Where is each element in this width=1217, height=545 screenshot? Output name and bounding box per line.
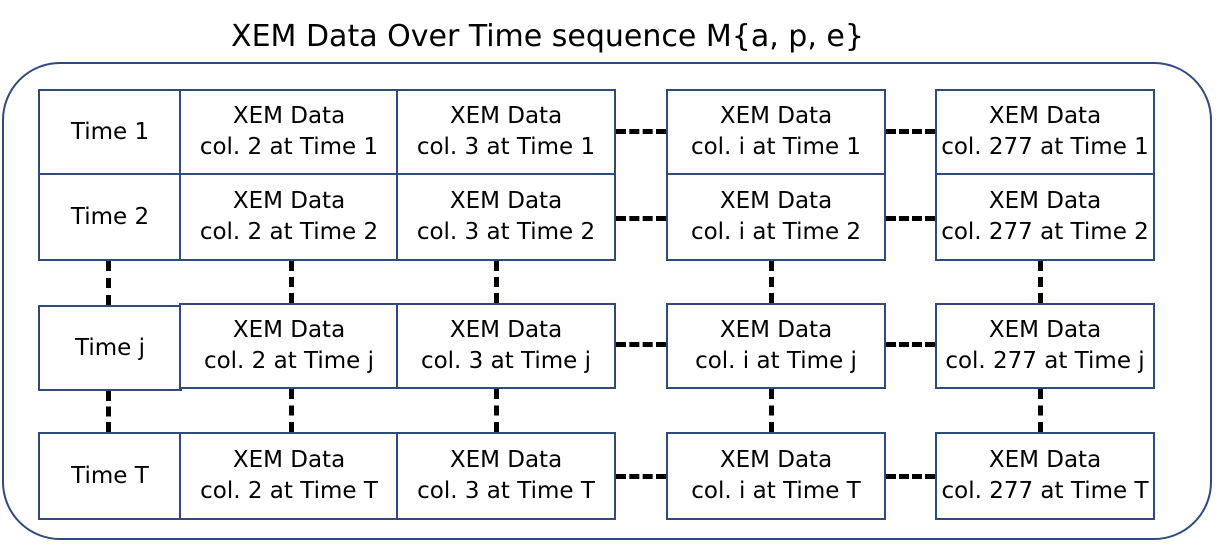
cell-line1: XEM Data	[719, 188, 833, 214]
data-cell: XEM Data col. 277 at Time 1	[935, 89, 1155, 175]
cell-line2: col. 277 at Time j	[945, 348, 1145, 374]
data-cell: XEM Data col. 3 at Time 1	[396, 89, 616, 175]
data-cell: XEM Data col. 2 at Time j	[179, 303, 399, 389]
cell-line2: col. i at Time 2	[690, 219, 862, 245]
horizontal-connector	[616, 474, 666, 479]
time-label: Time 1	[70, 118, 150, 145]
data-cell: XEM Data col. 277 at Time T	[935, 432, 1155, 520]
data-cell: XEM Data col. 277 at Time j	[935, 303, 1155, 389]
time-label-cell: Time T	[38, 432, 182, 520]
horizontal-connector	[886, 216, 935, 221]
cell-line1: XEM Data	[449, 447, 563, 473]
data-cell: XEM Data col. i at Time j	[666, 303, 886, 389]
time-label: Time 2	[70, 203, 150, 230]
data-cell: XEM Data col. 2 at Time 2	[179, 173, 399, 261]
horizontal-connector	[886, 474, 935, 479]
time-label-cell: Time j	[38, 305, 182, 391]
cell-line2: col. i at Time j	[695, 348, 857, 374]
vertical-connector	[494, 261, 499, 303]
cell-line2: col. 3 at Time 1	[416, 134, 596, 160]
horizontal-connector	[886, 342, 935, 347]
horizontal-connector	[616, 342, 666, 347]
cell-line1: XEM Data	[232, 317, 346, 343]
data-cell: XEM Data col. i at Time 1	[666, 89, 886, 175]
cell-line2: col. 2 at Time j	[203, 348, 375, 374]
vertical-connector	[494, 389, 499, 432]
cell-line1: XEM Data	[232, 447, 346, 473]
vertical-connector	[1038, 389, 1043, 432]
cell-line1: XEM Data	[449, 103, 563, 129]
cell-line1: XEM Data	[988, 317, 1102, 343]
cell-line1: XEM Data	[988, 188, 1102, 214]
data-cell: XEM Data col. 2 at Time T	[179, 432, 399, 520]
data-cell: XEM Data col. 3 at Time T	[396, 432, 616, 520]
data-cell: XEM Data col. 2 at Time 1	[179, 89, 399, 175]
cell-line2: col. 277 at Time T	[941, 478, 1149, 504]
horizontal-connector	[886, 129, 935, 134]
cell-line2: col. 3 at Time T	[417, 478, 595, 504]
time-label: Time T	[71, 462, 149, 489]
time-label-cell: Time 1	[38, 89, 182, 175]
cell-line1: XEM Data	[719, 103, 833, 129]
time-label: Time j	[75, 334, 145, 361]
vertical-connector	[289, 261, 294, 303]
time-label-cell: Time 2	[38, 173, 182, 261]
data-cell: XEM Data col. 277 at Time 2	[935, 173, 1155, 261]
vertical-connector	[1038, 261, 1043, 303]
cell-line1: XEM Data	[232, 103, 346, 129]
cell-line2: col. 277 at Time 2	[941, 219, 1149, 245]
vertical-connector	[106, 391, 111, 432]
cell-line2: col. i at Time T	[691, 478, 861, 504]
diagram-title: XEM Data Over Time sequence M{a, p, e}	[231, 19, 864, 54]
cell-line2: col. 3 at Time j	[420, 348, 592, 374]
data-cell: XEM Data col. 3 at Time j	[396, 303, 616, 389]
cell-line1: XEM Data	[449, 317, 563, 343]
vertical-connector	[769, 389, 774, 432]
vertical-connector	[769, 261, 774, 303]
sequence-frame	[2, 62, 1212, 540]
horizontal-connector	[616, 129, 666, 134]
cell-line1: XEM Data	[719, 447, 833, 473]
vertical-connector	[289, 389, 294, 432]
cell-line2: col. 277 at Time 1	[941, 134, 1149, 160]
data-cell: XEM Data col. 3 at Time 2	[396, 173, 616, 261]
cell-line1: XEM Data	[988, 447, 1102, 473]
cell-line1: XEM Data	[988, 103, 1102, 129]
cell-line2: col. i at Time 1	[690, 134, 862, 160]
cell-line1: XEM Data	[232, 188, 346, 214]
cell-line1: XEM Data	[449, 188, 563, 214]
vertical-connector	[106, 261, 111, 305]
cell-line1: XEM Data	[719, 317, 833, 343]
data-cell: XEM Data col. i at Time T	[666, 432, 886, 520]
cell-line2: col. 2 at Time 1	[199, 134, 379, 160]
horizontal-connector	[616, 216, 666, 221]
cell-line2: col. 2 at Time 2	[199, 219, 379, 245]
cell-line2: col. 3 at Time 2	[416, 219, 596, 245]
cell-line2: col. 2 at Time T	[200, 478, 378, 504]
data-cell: XEM Data col. i at Time 2	[666, 173, 886, 261]
